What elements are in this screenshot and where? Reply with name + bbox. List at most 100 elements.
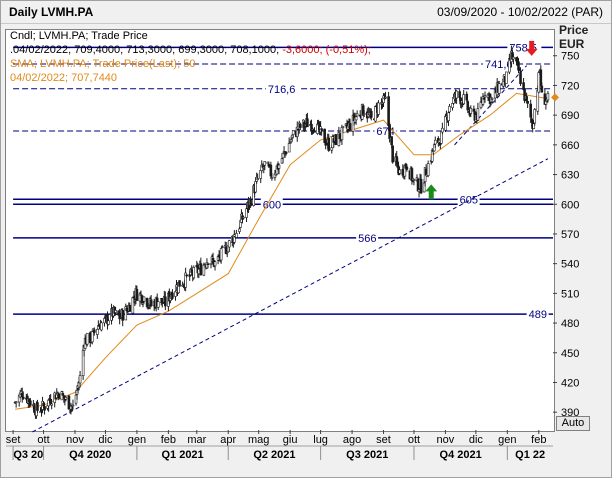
auto-button[interactable]: Auto	[556, 416, 590, 431]
candle-body	[291, 130, 295, 135]
candle-body	[390, 136, 393, 146]
y-tick-label: 660	[561, 140, 579, 152]
candle-body	[299, 123, 302, 128]
candle-body	[61, 393, 65, 396]
candle-body	[14, 401, 18, 403]
month-label: mar	[187, 434, 206, 446]
candle-body	[334, 134, 338, 145]
candle-body	[483, 95, 487, 98]
candle-body	[269, 164, 273, 177]
candle-body	[149, 299, 153, 307]
candle-body	[532, 123, 536, 129]
candle-body	[391, 145, 394, 163]
month-label: mag	[248, 434, 269, 446]
candle-body	[529, 103, 532, 118]
level-label: 741,6	[485, 59, 513, 71]
candle-body	[178, 280, 181, 287]
candle-body	[184, 272, 187, 288]
candle-body	[370, 110, 373, 118]
candle-body	[355, 113, 359, 117]
candle-body	[430, 149, 434, 162]
legend-ohlc: 709,4000; 713,3000; 699,3000; 708,1000;	[71, 44, 280, 56]
quarter-label: Q4 2020	[69, 449, 111, 461]
candle-body	[320, 128, 323, 131]
candle-body	[185, 274, 188, 277]
markers	[425, 40, 559, 200]
y-tick-label: 510	[561, 288, 579, 300]
month-label: lug	[313, 434, 328, 446]
candle-body	[233, 234, 236, 243]
candle-body	[206, 263, 210, 265]
candle-body	[235, 233, 238, 238]
candle-body	[313, 131, 316, 133]
level-label-bg	[356, 231, 379, 244]
candle-body	[90, 331, 94, 343]
buy-arrow-icon	[425, 184, 438, 200]
month-label: nov	[66, 434, 84, 446]
candle-body	[490, 98, 494, 100]
y-tick-label: 450	[561, 348, 579, 360]
candle-body	[327, 137, 331, 151]
candle-body	[36, 402, 39, 411]
y-tick-label: 630	[561, 170, 579, 182]
y-tick-label: 600	[561, 199, 579, 211]
legend-candle: Cndl; LVMH.PA; Trade Price	[10, 30, 148, 42]
candle-body	[465, 93, 469, 101]
legend-change: -3,6000; (-0,51%);	[279, 44, 371, 56]
candle-body	[284, 151, 288, 154]
date-range: 03/09/2020 - 10/02/2022 (PAR)	[437, 5, 603, 19]
candle-body	[71, 404, 75, 407]
candle-body	[249, 199, 252, 207]
candle-body	[462, 94, 465, 105]
legend: Cndl; LVMH.PA; Trade Price .04/02/2022; …	[10, 29, 371, 85]
candle-body	[410, 168, 414, 182]
candle-body	[398, 169, 402, 174]
candle-body	[21, 396, 25, 400]
candle-body	[412, 179, 416, 181]
candle-body	[227, 240, 231, 248]
candle-body	[96, 328, 99, 335]
candle-body	[422, 182, 426, 193]
candle-body	[533, 109, 537, 124]
candle-body	[156, 301, 160, 308]
candle-body	[238, 228, 241, 232]
quarter-label: Q3 20	[13, 449, 43, 461]
candle-body	[220, 246, 224, 248]
level-label: 600	[263, 199, 281, 211]
legend-sma-value: 04/02/2022; 707,7440	[10, 72, 118, 84]
last-price-marker-icon	[551, 93, 559, 102]
candle-body	[512, 56, 515, 60]
candles	[13, 45, 550, 419]
month-label: set	[376, 434, 391, 446]
candle-body	[29, 400, 32, 406]
y-tick-label: 720	[561, 80, 579, 92]
month-label: feb	[161, 434, 176, 446]
y-axis-unit: EUR	[559, 37, 585, 51]
candle-body	[145, 298, 149, 307]
month-label: dic	[98, 434, 113, 446]
candle-body	[288, 142, 292, 144]
quarter-label: Q1 22	[515, 449, 545, 461]
chart-title: Daily LVMH.PA	[9, 5, 94, 19]
candle-body	[497, 83, 501, 94]
candle-body	[481, 96, 485, 105]
quarter-label: Q1 2021	[161, 449, 203, 461]
candle-body	[540, 85, 544, 93]
y-tick-label: 540	[561, 259, 579, 271]
quarter-label: Q2 2021	[253, 449, 295, 461]
candle-body	[245, 208, 248, 218]
candle-body	[100, 322, 103, 331]
candle-body	[458, 91, 461, 98]
candle-body	[348, 123, 352, 131]
month-label: ott	[37, 434, 49, 446]
level-label-bg	[265, 82, 300, 95]
month-label: nov	[437, 434, 455, 446]
y-axis-title: Price	[559, 23, 589, 37]
candle-body	[384, 96, 387, 99]
candle-body	[306, 118, 309, 128]
month-label: gen	[498, 434, 516, 446]
candle-body	[124, 306, 128, 321]
